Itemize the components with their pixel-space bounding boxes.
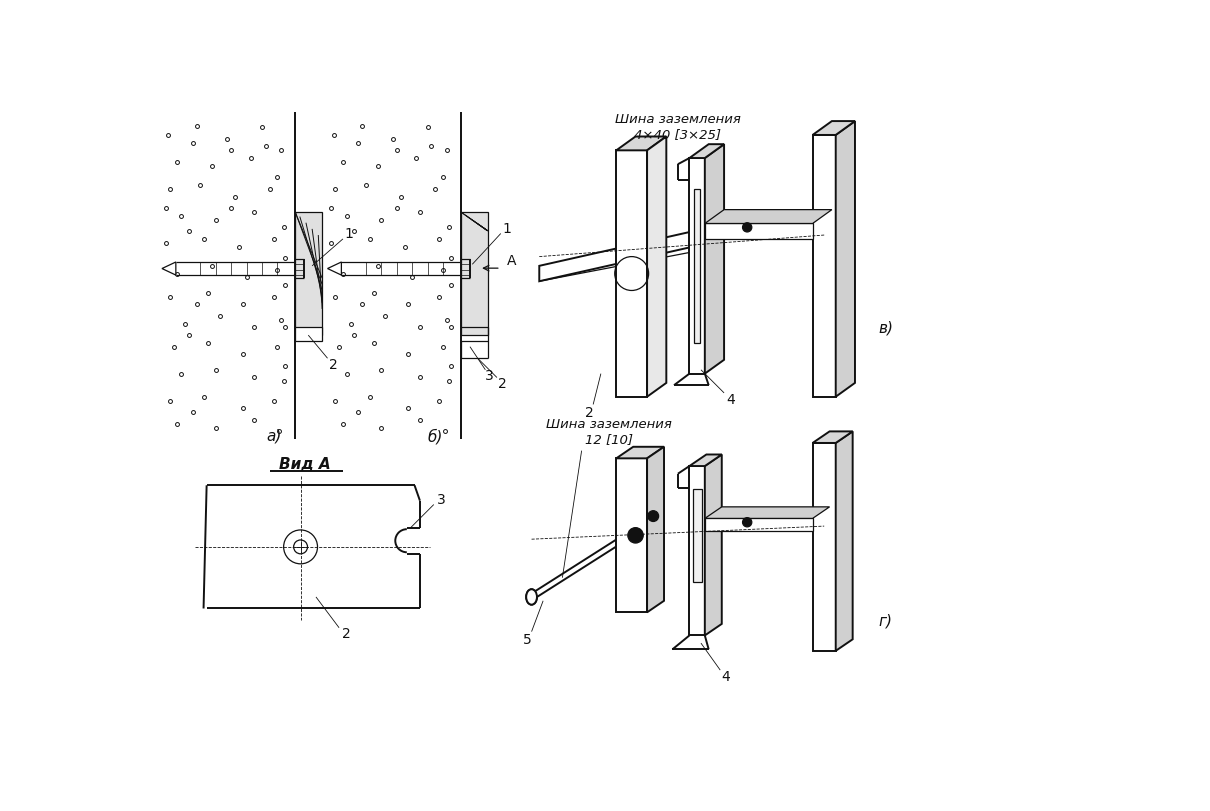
Polygon shape xyxy=(704,507,830,519)
Text: 5: 5 xyxy=(524,633,532,646)
Polygon shape xyxy=(690,145,724,159)
Text: г): г) xyxy=(878,613,892,628)
Polygon shape xyxy=(328,263,341,276)
Text: A: A xyxy=(507,254,517,268)
Text: 4: 4 xyxy=(726,393,734,406)
Text: Шина заземления
12 [10]: Шина заземления 12 [10] xyxy=(546,418,672,446)
Polygon shape xyxy=(528,511,662,603)
Polygon shape xyxy=(162,263,175,276)
Polygon shape xyxy=(690,159,704,374)
Circle shape xyxy=(647,511,658,521)
Text: 1: 1 xyxy=(502,222,512,236)
Circle shape xyxy=(743,224,751,233)
Text: 2: 2 xyxy=(342,626,351,641)
Polygon shape xyxy=(295,212,322,336)
Circle shape xyxy=(628,528,644,543)
Polygon shape xyxy=(616,151,647,397)
Polygon shape xyxy=(704,145,724,374)
Text: 2: 2 xyxy=(329,358,338,372)
Polygon shape xyxy=(704,210,831,224)
Polygon shape xyxy=(695,190,701,343)
Text: а): а) xyxy=(266,428,281,443)
Text: Вид A: Вид A xyxy=(278,457,330,472)
Text: в): в) xyxy=(878,320,893,336)
Polygon shape xyxy=(616,447,664,459)
Polygon shape xyxy=(836,431,853,651)
Text: Шина заземления
4×40 [3×25]: Шина заземления 4×40 [3×25] xyxy=(615,113,741,140)
Circle shape xyxy=(743,518,751,527)
Polygon shape xyxy=(704,224,813,239)
Polygon shape xyxy=(836,122,855,397)
Polygon shape xyxy=(813,135,836,397)
Polygon shape xyxy=(692,490,702,581)
Polygon shape xyxy=(461,212,488,336)
Polygon shape xyxy=(690,466,704,636)
Polygon shape xyxy=(647,447,664,612)
Ellipse shape xyxy=(526,590,537,605)
Polygon shape xyxy=(647,137,667,397)
Text: 1: 1 xyxy=(345,227,353,241)
Polygon shape xyxy=(616,459,647,612)
Polygon shape xyxy=(813,122,855,135)
Polygon shape xyxy=(295,328,322,342)
Polygon shape xyxy=(540,232,693,282)
Polygon shape xyxy=(616,137,667,151)
Polygon shape xyxy=(690,455,721,466)
Text: 2: 2 xyxy=(499,376,507,390)
Text: б): б) xyxy=(427,428,443,444)
Text: 3: 3 xyxy=(437,492,445,507)
Text: 3: 3 xyxy=(485,369,494,383)
Polygon shape xyxy=(813,444,836,651)
Text: 4: 4 xyxy=(721,669,730,684)
Polygon shape xyxy=(813,431,853,444)
Polygon shape xyxy=(704,455,721,636)
Polygon shape xyxy=(704,519,813,532)
Text: 2: 2 xyxy=(584,406,594,419)
